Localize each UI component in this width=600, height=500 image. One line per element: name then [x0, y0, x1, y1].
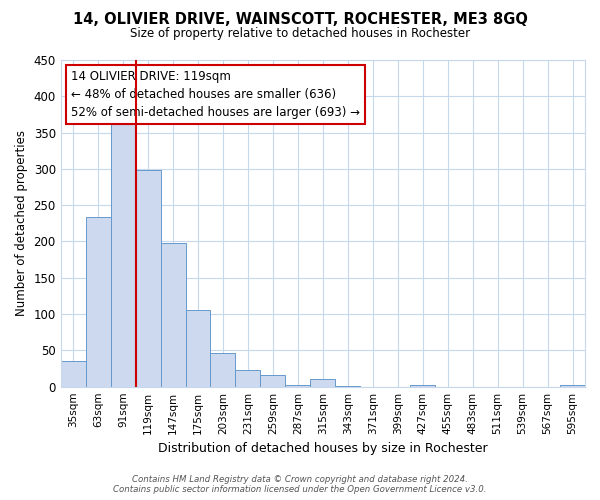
Bar [110, 118, 136, 386]
Bar [235, 370, 260, 386]
Y-axis label: Number of detached properties: Number of detached properties [15, 130, 28, 316]
Bar [410, 385, 435, 386]
Bar [310, 380, 335, 386]
Text: 14, OLIVIER DRIVE, WAINSCOTT, ROCHESTER, ME3 8GQ: 14, OLIVIER DRIVE, WAINSCOTT, ROCHESTER,… [73, 12, 527, 28]
Text: 14 OLIVIER DRIVE: 119sqm
← 48% of detached houses are smaller (636)
52% of semi-: 14 OLIVIER DRIVE: 119sqm ← 48% of detach… [71, 70, 360, 119]
Bar [211, 352, 235, 386]
X-axis label: Distribution of detached houses by size in Rochester: Distribution of detached houses by size … [158, 442, 488, 455]
Bar [185, 310, 211, 386]
Bar [260, 375, 286, 386]
Bar [560, 385, 585, 386]
Text: Contains HM Land Registry data © Crown copyright and database right 2024.
Contai: Contains HM Land Registry data © Crown c… [113, 474, 487, 494]
Bar [136, 170, 161, 386]
Text: Size of property relative to detached houses in Rochester: Size of property relative to detached ho… [130, 28, 470, 40]
Bar [161, 243, 185, 386]
Bar [61, 362, 86, 386]
Bar [286, 384, 310, 386]
Bar [86, 217, 110, 386]
